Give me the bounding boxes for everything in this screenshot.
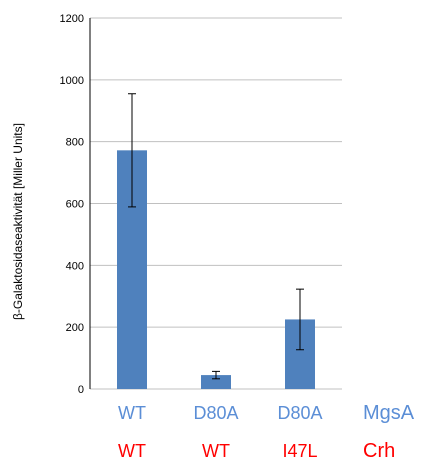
y-tick-labels: 0 200 400 600 800 1000 1200 — [60, 13, 84, 396]
bar — [201, 375, 231, 389]
bars — [117, 150, 315, 389]
y-tick-label: 1200 — [60, 13, 84, 25]
y-tick-label: 0 — [78, 384, 84, 396]
y-tick-label: 600 — [66, 199, 84, 211]
category-label-crh: WT — [118, 441, 146, 461]
row-label-mgsa: MgsA — [363, 402, 415, 424]
category-label-crh: WT — [202, 441, 230, 461]
error-bar — [128, 93, 136, 208]
category-label-mgsa: WT — [118, 403, 146, 423]
y-tick-label: 200 — [66, 322, 84, 334]
category-label-crh: I47L — [282, 441, 317, 461]
error-bars — [128, 93, 304, 380]
category-labels: WT WT D80A WT D80A I47L — [118, 403, 323, 461]
y-tick-label: 800 — [66, 137, 84, 149]
y-tick-label: 1000 — [60, 75, 84, 87]
error-bar — [212, 370, 220, 380]
category-label-mgsa: D80A — [193, 403, 238, 423]
category-label-mgsa: D80A — [277, 403, 322, 423]
row-label-crh: Crh — [363, 440, 395, 462]
y-tick-label: 400 — [66, 260, 84, 272]
y-axis-label: β-Galaktosidaseaktivität [Miller Units] — [11, 123, 25, 320]
error-bar — [296, 288, 304, 351]
